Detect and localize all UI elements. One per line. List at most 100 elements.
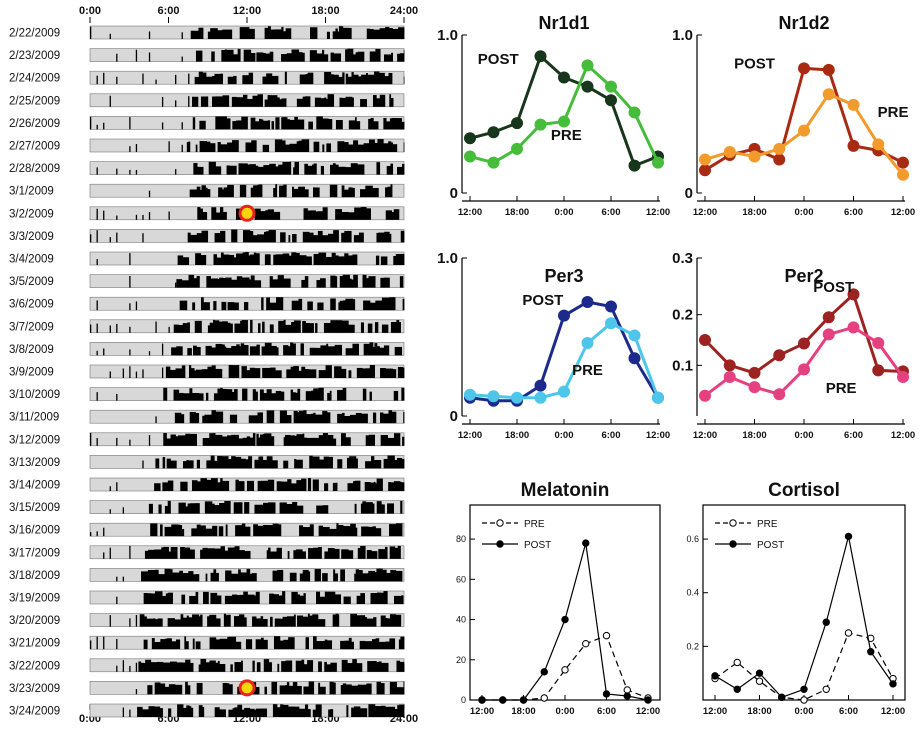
activity-segment xyxy=(389,118,393,130)
activity-segment xyxy=(154,641,161,650)
activity-segment xyxy=(386,572,391,582)
activity-segment xyxy=(388,297,393,311)
activity-segment xyxy=(178,392,184,401)
activity-segment xyxy=(179,525,183,537)
activity-segment xyxy=(291,591,298,604)
activity-segment xyxy=(210,478,218,491)
activity-segment xyxy=(224,595,233,604)
activity-segment xyxy=(139,614,145,627)
activity-segment xyxy=(234,389,238,401)
activity-segment xyxy=(226,49,234,62)
activity-segment xyxy=(340,433,346,446)
activity-segment xyxy=(375,48,381,62)
activity-tick xyxy=(96,167,98,175)
activity-segment xyxy=(391,118,398,130)
activity-segment xyxy=(342,300,346,311)
activity-segment xyxy=(217,660,220,672)
activity-segment xyxy=(240,572,247,582)
activity-segment xyxy=(398,27,405,39)
activity-segment xyxy=(192,30,199,39)
activity-segment xyxy=(329,184,338,198)
activity-segment xyxy=(312,614,319,627)
activity-segment xyxy=(288,637,295,650)
activity-segment xyxy=(348,120,356,130)
activity-segment xyxy=(309,524,314,537)
activity-segment xyxy=(347,663,353,672)
activity-segment xyxy=(194,320,202,333)
activity-tick xyxy=(96,531,98,537)
activity-segment xyxy=(305,74,309,85)
activity-segment xyxy=(283,639,289,650)
activity-segment xyxy=(222,682,228,695)
activity-segment xyxy=(402,367,405,378)
activity-segment xyxy=(392,369,397,378)
activity-segment xyxy=(246,436,251,446)
activity-segment xyxy=(386,165,391,175)
activity-segment xyxy=(379,412,384,424)
activity-segment xyxy=(249,437,254,446)
activity-segment xyxy=(176,346,183,356)
activity-segment xyxy=(354,117,357,130)
data-point-pre xyxy=(822,88,835,101)
activity-segment xyxy=(388,141,392,152)
activity-segment xyxy=(403,76,405,85)
activity-segment xyxy=(213,319,215,333)
activity-segment xyxy=(249,231,254,243)
activity-segment xyxy=(358,569,363,582)
activity-segment xyxy=(262,524,267,537)
activity-segment xyxy=(243,591,248,604)
x-tick-label: 12:00 xyxy=(458,430,482,441)
y-tick-label: 0 xyxy=(685,185,693,202)
activity-tick xyxy=(135,49,138,62)
activity-tick xyxy=(109,509,111,514)
activity-tick xyxy=(103,210,105,220)
activity-segment xyxy=(244,502,250,514)
activity-segment xyxy=(177,435,184,446)
activity-segment xyxy=(306,437,313,446)
activity-segment xyxy=(385,26,390,39)
activity-segment xyxy=(297,412,300,424)
activity-segment xyxy=(297,615,304,627)
activity-segment xyxy=(250,53,256,62)
activity-segment xyxy=(249,346,257,356)
activity-segment xyxy=(180,547,185,559)
activity-segment xyxy=(303,593,306,604)
activity-segment xyxy=(370,593,378,604)
activity-segment xyxy=(281,26,284,39)
date-label: 2/22/2009 xyxy=(9,28,60,40)
activity-segment xyxy=(396,687,404,695)
activity-segment xyxy=(229,165,237,175)
activity-segment xyxy=(317,230,323,243)
activity-tick xyxy=(148,190,151,198)
activity-segment xyxy=(262,52,266,62)
activity-segment xyxy=(189,433,197,446)
activity-segment xyxy=(370,482,375,491)
activity-segment xyxy=(266,73,273,85)
activity-tick xyxy=(122,707,125,717)
activity-segment xyxy=(270,551,277,559)
activity-segment xyxy=(226,389,233,401)
activity-segment xyxy=(246,370,251,378)
date-label: 2/27/2009 xyxy=(9,141,60,153)
activity-segment xyxy=(251,573,257,582)
activity-segment xyxy=(228,365,233,378)
activity-segment xyxy=(274,618,281,627)
activity-segment xyxy=(150,523,158,537)
activity-segment xyxy=(137,706,143,717)
activity-segment xyxy=(335,164,339,175)
activity-segment xyxy=(285,660,293,672)
activity-segment xyxy=(357,51,365,62)
activity-segment xyxy=(372,95,377,107)
activity-segment xyxy=(348,212,355,220)
activity-segment xyxy=(254,208,261,220)
activity-segment xyxy=(205,76,213,85)
activity-segment xyxy=(299,74,306,85)
activity-segment xyxy=(214,320,220,333)
activity-segment xyxy=(391,297,396,311)
activity-segment xyxy=(233,54,239,62)
activity-segment xyxy=(178,324,184,333)
activity-segment xyxy=(200,658,207,672)
activity-segment xyxy=(305,391,312,401)
activity-tick xyxy=(135,301,138,311)
activity-segment xyxy=(295,660,302,672)
